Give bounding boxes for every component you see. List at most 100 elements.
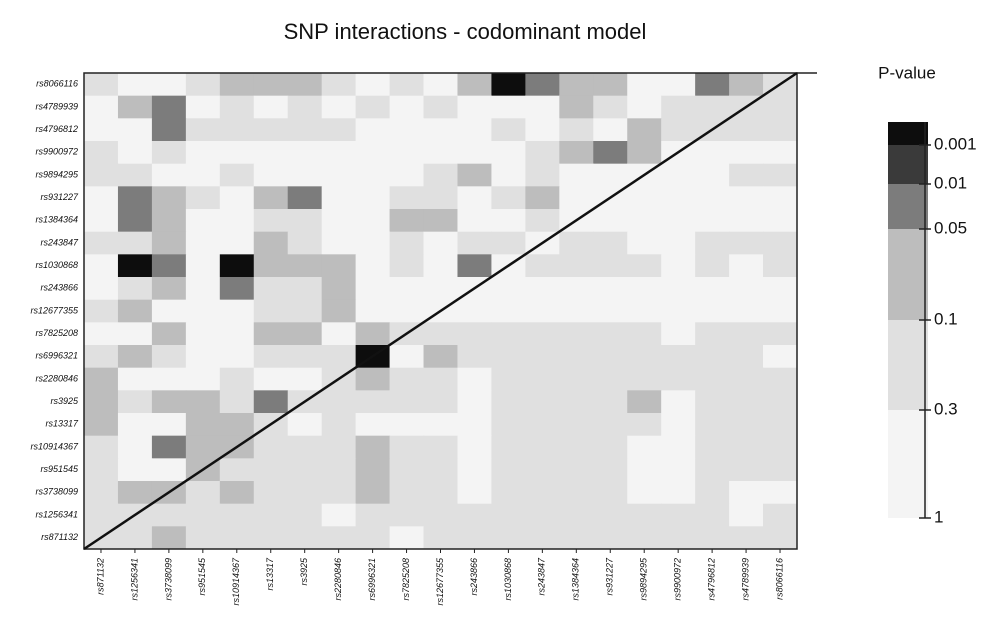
- heatmap-cell: [627, 231, 662, 255]
- heatmap-cell: [695, 277, 730, 301]
- heatmap-cell: [423, 186, 458, 210]
- row-label: rs8066116: [36, 79, 78, 89]
- heatmap-cell: [593, 163, 628, 187]
- heatmap-cell: [321, 503, 357, 527]
- column-label: rs3925: [299, 557, 309, 586]
- heatmap-cell: [593, 299, 628, 323]
- heatmap-cell: [661, 231, 696, 255]
- heatmap-cell: [219, 186, 255, 210]
- heatmap-cell: [593, 503, 628, 527]
- heatmap-cell: [389, 345, 425, 369]
- heatmap-cell: [151, 231, 187, 255]
- plot-frame: [83, 72, 798, 550]
- heatmap-cell: [695, 322, 730, 346]
- heatmap-cell: [593, 413, 628, 437]
- heatmap-cell: [627, 322, 662, 346]
- heatmap-cell: [763, 481, 798, 505]
- heatmap-cell: [321, 118, 357, 142]
- heatmap-cell: [491, 209, 526, 233]
- colorbar-band: [888, 320, 928, 410]
- heatmap-cell: [525, 299, 560, 323]
- heatmap-cell: [423, 118, 458, 142]
- heatmap-cell: [763, 413, 798, 437]
- heatmap-cell: [253, 458, 289, 482]
- heatmap-cell: [525, 322, 560, 346]
- colorbar-tick-label: 1: [934, 507, 943, 526]
- heatmap-cell: [729, 481, 764, 505]
- heatmap-cell: [593, 73, 628, 97]
- heatmap-cell: [627, 141, 662, 165]
- heatmap-cell: [355, 503, 391, 527]
- heatmap-cell: [457, 390, 492, 414]
- heatmap-cell: [219, 277, 255, 301]
- heatmap-cell: [151, 299, 187, 323]
- heatmap-cell: [423, 277, 458, 301]
- heatmap-cell: [423, 95, 458, 119]
- heatmap-cell: [525, 435, 560, 459]
- heatmap-cell: [389, 413, 425, 437]
- heatmap-cell: [627, 481, 662, 505]
- heatmap-cell: [593, 141, 628, 165]
- heatmap-cell: [525, 390, 560, 414]
- heatmap-cell: [729, 503, 764, 527]
- heatmap-cell: [559, 322, 594, 346]
- heatmap-cell: [287, 95, 323, 119]
- heatmap-cell: [287, 277, 323, 301]
- heatmap-cell: [525, 458, 560, 482]
- column-label: rs3738099: [163, 558, 173, 601]
- row-label: rs3925: [50, 396, 79, 406]
- column-label: rs4796812: [706, 558, 716, 601]
- heatmap-cell: [219, 254, 255, 278]
- heatmap-cell: [593, 277, 628, 301]
- heatmap-cell: [491, 367, 526, 391]
- heatmap-cell: [627, 458, 662, 482]
- heatmap-cell: [151, 526, 187, 550]
- heatmap-cell: [661, 481, 696, 505]
- heatmap-cell: [287, 322, 323, 346]
- heatmap-cell: [117, 322, 153, 346]
- heatmap-cell: [321, 163, 357, 187]
- heatmap-cell: [763, 254, 798, 278]
- heatmap-cell: [287, 435, 323, 459]
- heatmap-cell: [253, 141, 289, 165]
- heatmap-cell: [117, 186, 153, 210]
- heatmap-cell: [695, 209, 730, 233]
- heatmap-cell: [661, 73, 696, 97]
- heatmap-cell: [593, 95, 628, 119]
- heatmap-cell: [559, 141, 594, 165]
- chart-title: SNP interactions - codominant model: [284, 19, 647, 44]
- row-label: rs7825208: [35, 328, 78, 338]
- heatmap-cell: [559, 254, 594, 278]
- heatmap-cell: [559, 95, 594, 119]
- heatmap-cell: [491, 141, 526, 165]
- heatmap-cell: [729, 299, 764, 323]
- heatmap-cell: [151, 503, 187, 527]
- heatmap-cell: [321, 481, 357, 505]
- heatmap-cell: [287, 186, 323, 210]
- row-label: rs10914367: [30, 441, 79, 451]
- heatmap-cell: [287, 141, 323, 165]
- heatmap-cell: [117, 481, 153, 505]
- heatmap-cell: [457, 231, 492, 255]
- heatmap-cell: [457, 299, 492, 323]
- heatmap-cell: [593, 322, 628, 346]
- heatmap-cell: [763, 435, 798, 459]
- heatmap-cell: [185, 345, 221, 369]
- row-label: rs9894295: [35, 169, 79, 179]
- heatmap-cell: [287, 458, 323, 482]
- heatmap-cell: [185, 299, 221, 323]
- heatmap-cell: [389, 231, 425, 255]
- heatmap-cell: [389, 367, 425, 391]
- heatmap-cell: [355, 163, 391, 187]
- heatmap-cell: [729, 526, 764, 550]
- heatmap-cell: [321, 277, 357, 301]
- heatmap-cell: [253, 435, 289, 459]
- heatmap-cell: [423, 141, 458, 165]
- heatmap-cell: [559, 503, 594, 527]
- heatmap-cell: [627, 209, 662, 233]
- heatmap-cell: [84, 345, 119, 369]
- column-label: rs951545: [197, 557, 207, 596]
- heatmap-cell: [389, 435, 425, 459]
- colorbar-band: [888, 410, 928, 518]
- heatmap-cell: [321, 322, 357, 346]
